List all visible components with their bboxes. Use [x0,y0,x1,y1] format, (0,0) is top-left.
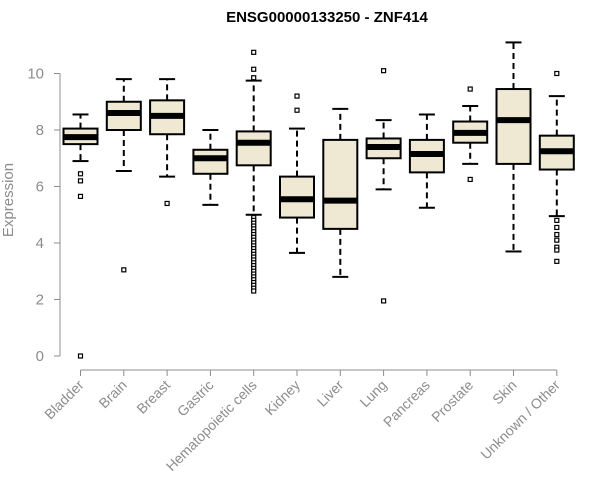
outlier-11-6 [554,247,560,253]
x-tick-label-6: Liver [314,377,347,410]
box-10 [495,41,532,253]
plot-area [62,41,575,359]
box-body-4 [235,130,272,167]
box-body-10 [495,88,532,165]
box-7 [365,68,402,304]
outlier-11-2 [554,224,560,231]
outlier-11-3 [554,231,560,238]
box-11 [538,70,575,264]
x-tick-label-1: Brain [95,377,129,411]
outlier-4-1 [251,66,257,72]
outlier-0-0 [77,171,84,177]
box-2 [149,78,186,207]
box-0 [62,113,99,359]
outlier-7-0 [381,68,387,74]
y-tick-label-3: 6 [36,179,44,196]
box-1 [105,78,142,273]
outlier-1-0 [121,267,127,273]
x-tick-label-3: Gastric [174,377,217,420]
x-tick-label-5: Kidney [262,377,304,419]
x-tick-label-0: Bladder [41,377,87,423]
box-4 [235,49,272,294]
y-axis-label: Expression [0,163,17,237]
y-tick-label-0: 0 [36,348,44,365]
outlier-4-0 [251,49,257,55]
x-tick-label-2: Breast [133,377,173,417]
y-tick-label-2: 4 [36,235,44,252]
outlier-0-3 [77,353,84,359]
box-body-6 [322,138,359,230]
chart-title: ENSG00000133250 - ZNF414 [226,9,428,26]
outlier-5-0 [294,93,300,99]
x-tick-label-7: Lung [356,377,389,410]
x-tick-label-11: Unknown / Other [477,377,563,463]
outlier-11-4 [554,237,560,243]
y-tick-label-5: 10 [27,66,44,83]
outlier-11-0 [554,70,560,77]
outlier-2-0 [164,200,170,207]
x-tick-label-10: Skin [489,377,520,408]
outlier-4-29 [251,288,257,294]
outlier-9-1 [467,176,473,183]
x-tick-label-8: Pancreas [380,377,433,430]
box-5 [279,93,315,254]
outlier-5-1 [294,107,300,113]
outlier-0-2 [77,193,84,199]
y-tick-label-4: 8 [36,122,44,139]
box-body-3 [192,148,229,175]
box-3 [192,129,229,206]
y-axis: 0 2 4 6 8 10 [27,66,61,365]
box-8 [408,113,445,209]
outlier-7-1 [381,298,387,304]
outlier-0-1 [77,178,84,184]
outlier-9-0 [467,86,473,92]
outlier-11-1 [554,217,560,223]
box-6 [322,107,359,278]
box-9 [452,86,489,183]
outlier-4-2 [251,75,257,81]
y-tick-label-1: 2 [36,292,44,309]
x-tick-label-9: Prostate [428,377,476,425]
outlier-11-7 [554,258,560,264]
